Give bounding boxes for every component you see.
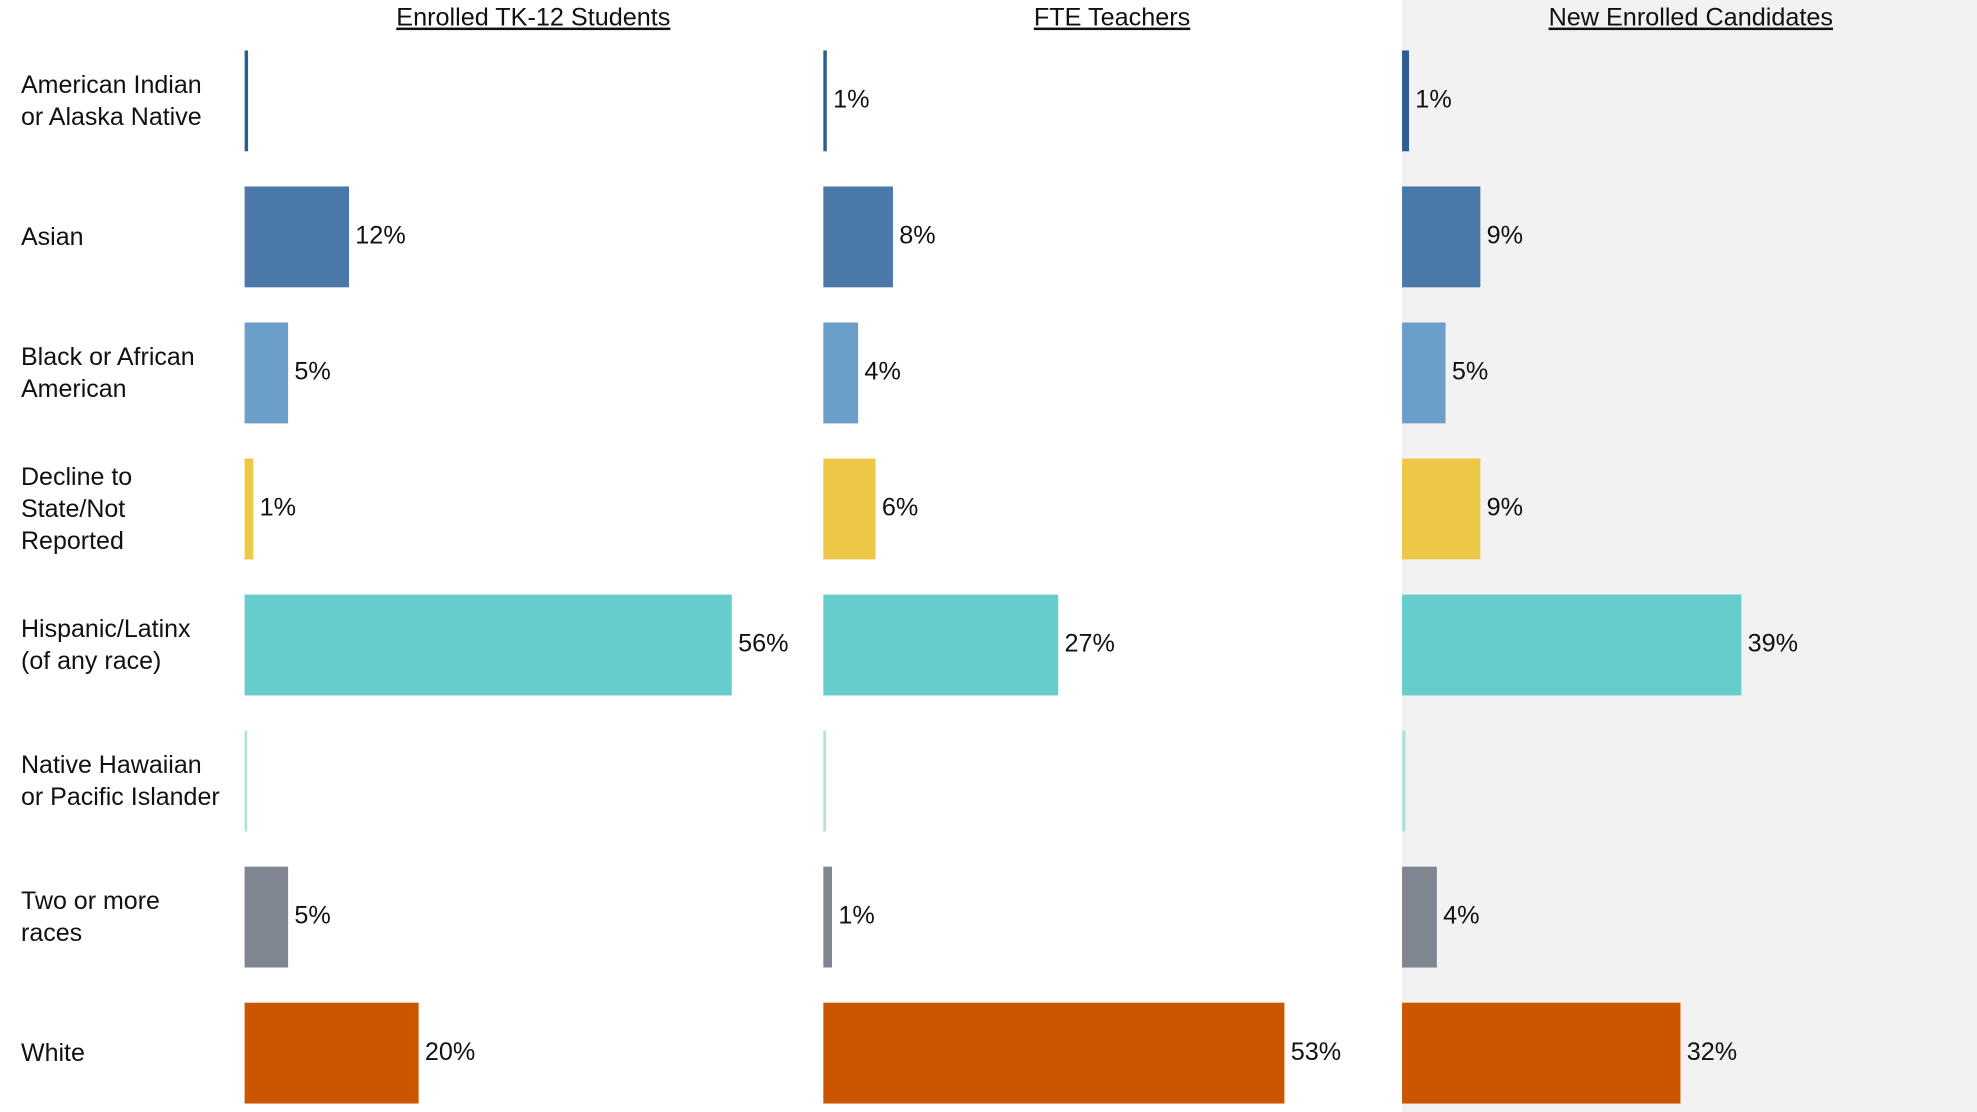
value-label: 4% [1443, 902, 1479, 930]
value-label: 1% [833, 86, 869, 114]
bar [244, 1002, 419, 1104]
bar [1402, 594, 1742, 696]
value-label: 8% [899, 222, 935, 250]
value-label: 5% [294, 358, 330, 386]
bar [823, 1002, 1285, 1104]
value-label: 4% [864, 358, 900, 386]
value-label: 12% [355, 222, 405, 250]
bar [244, 594, 732, 696]
value-label: 20% [425, 1038, 475, 1066]
panel-title: Enrolled TK-12 Students [396, 4, 670, 32]
bar [1402, 866, 1437, 968]
panel-title: FTE Teachers [1034, 4, 1190, 32]
value-label: 39% [1748, 630, 1798, 658]
category-label: Native Hawaiian or Pacific Islander [21, 751, 220, 812]
bar [244, 730, 248, 832]
bar [1402, 458, 1481, 560]
bar [823, 594, 1059, 696]
value-label: 1% [260, 494, 296, 522]
bar [244, 50, 249, 152]
value-label: 9% [1487, 222, 1523, 250]
value-label: 5% [294, 902, 330, 930]
value-label: 5% [1452, 358, 1488, 386]
bar [823, 458, 876, 560]
value-label: 1% [1415, 86, 1451, 114]
bar [1402, 730, 1406, 832]
category-label: American Indian or Alaska Native [21, 70, 202, 131]
bar [244, 322, 289, 424]
category-label: Two or more races [21, 887, 160, 948]
bar [244, 186, 350, 288]
value-label: 27% [1065, 630, 1115, 658]
category-label: White [21, 1039, 85, 1068]
bar [823, 186, 893, 288]
bar [244, 866, 289, 968]
category-label: Black or African American [21, 342, 195, 403]
category-label: Decline to State/Not Reported [21, 462, 133, 555]
bar [244, 458, 254, 560]
bar [823, 866, 833, 968]
bar [1402, 50, 1410, 152]
value-label: 56% [738, 630, 788, 658]
value-label: 53% [1291, 1038, 1341, 1066]
value-label: 9% [1487, 494, 1523, 522]
value-label: 32% [1687, 1038, 1737, 1066]
panel-title: New Enrolled Candidates [1549, 4, 1833, 32]
bar [1402, 186, 1481, 288]
value-label: 1% [838, 902, 874, 930]
panel-background [1402, 0, 1977, 1112]
category-label: Hispanic/Latinx (of any race) [21, 615, 191, 675]
bar [1402, 322, 1446, 424]
bar [1402, 1002, 1681, 1104]
bar [823, 322, 859, 424]
bar [823, 50, 827, 152]
value-label: 6% [882, 494, 918, 522]
category-label: Asian [21, 222, 84, 251]
bar [823, 730, 826, 832]
